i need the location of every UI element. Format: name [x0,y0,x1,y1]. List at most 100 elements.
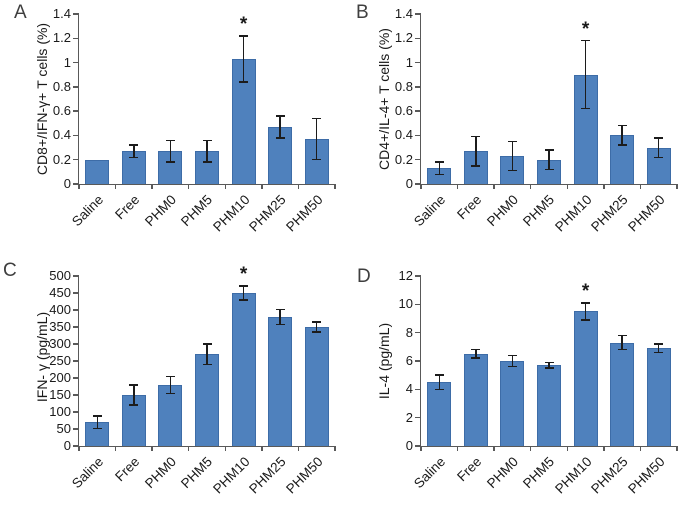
x-tick-label: PHM50 [624,192,668,235]
y-tick-mark [73,110,79,112]
y-tick-mark [415,388,421,391]
error-bar-cap [312,158,322,161]
y-tick-label: 0.2 [52,151,71,167]
significance-asterisk: * [239,13,248,35]
x-tick-mark [456,184,459,189]
x-tick-label: PHM25 [588,192,631,235]
x-tick-mark [78,446,80,451]
panel-B: B CD4+/IL-4+ T cells (%) 0 0.2 0.4 0.6 0.8 1 1… [342,0,685,258]
y-tick-mark [73,343,79,345]
error-bar-cap [544,367,554,369]
plot-area: 0 0.2 0.4 0.6 0.8 1 1.2 1.4 Saline Free PHM0 PHM5 PH… [395,6,678,234]
x-tick-mark [151,446,153,451]
y-tick-label: 400 [49,302,71,317]
y-tick-label: 8 [405,324,413,340]
error-bar-cap [654,351,664,354]
bar [195,354,219,446]
error-bar-cap [581,319,591,321]
error-bar-cap [275,115,285,117]
y-tick-mark [73,428,79,430]
error-bar-cap [617,124,627,127]
error-bar-cap [507,354,517,357]
error-bar-cap [471,135,481,138]
panel-C: C IFN- γ (pg/mL) 0 50 100 150 200 250 300 350 40… [0,258,342,515]
y-tick-label: 4 [405,381,413,397]
y-tick-label: 0.4 [52,127,71,143]
x-tick-mark [639,446,642,451]
error-bar-cap [581,107,591,110]
x-tick-label: Saline [68,454,106,492]
panel-letter-C: C [3,260,18,281]
error-bar-line [511,141,514,171]
y-tick-label: 0.8 [394,78,413,94]
x-tick-mark [420,184,422,189]
x-tick-label: Saline [68,192,106,230]
y-tick-label: 150 [49,387,71,402]
y-tick-mark [73,86,79,88]
error-bar-cap [202,343,212,345]
y-tick-mark [415,331,421,334]
y-tick-label: 1.2 [394,30,413,46]
y-tick-mark [73,159,79,161]
error-bar-cap [654,343,664,345]
error-bar-line [475,349,477,359]
y-tick-label: 2 [405,409,413,425]
error-bar-line [548,150,550,170]
y-tick-label: 0.8 [52,78,71,94]
plot-area: 0 0.2 0.4 0.6 0.8 1 1.2 1.4 Saline Free PHM0 PHM5 PH… [53,6,336,234]
error-bar-cap [434,374,444,376]
x-tick-label: Free [454,454,485,485]
y-tick-label: 500 [49,268,71,283]
error-bar-cap [165,139,175,142]
error-bar-line [133,384,135,406]
y-tick-label: 1 [63,54,71,70]
error-bar-cap [312,117,322,120]
bar [427,382,452,446]
error-bar-cap [129,156,139,159]
x-tick-mark [603,184,605,189]
bar [610,342,635,446]
error-bar-line [438,162,441,175]
y-tick-mark [73,183,79,185]
x-tick-mark [78,184,80,189]
error-bar-cap [275,137,285,139]
error-bar-line [621,335,623,350]
error-bar-line [511,355,514,367]
panel-D: D IL-4 (pg/mL) 0 2 4 6 8 10 12 Saline Free PHM0 PH… [342,258,685,515]
x-tick-mark [261,446,263,451]
error-bar-cap [92,427,102,430]
error-bar-line [657,344,660,353]
x-tick-label: Free [112,454,143,485]
significance-asterisk: * [581,280,590,302]
error-bar-cap [275,323,285,326]
error-bar-cap [434,161,444,163]
bar [463,151,488,184]
bar [85,159,110,184]
x-tick-mark [530,184,532,189]
panel-A: A CD8+/IFN-γ+ T cells (%) 0 0.2 0.4 0.6 0.8 1… [0,0,342,258]
y-tick-label: 250 [49,353,71,368]
significance-asterisk: * [239,264,248,286]
x-tick-mark [297,446,300,451]
error-bar-line [133,145,135,158]
x-tick-mark [420,446,422,451]
error-bar-cap [544,168,554,171]
x-tick-mark [530,446,532,451]
bar [268,316,293,446]
error-bar-cap [581,302,591,304]
y-tick-label: 1.4 [394,6,413,21]
y-tick-mark [415,37,421,39]
y-tick-label: 0.6 [394,103,413,119]
x-tick-label: PHM10 [551,192,595,235]
x-tick-label: PHM25 [246,454,289,497]
bar [463,353,488,446]
y-tick-mark [415,275,421,277]
error-bar-cap [434,388,444,391]
x-tick-mark [603,446,605,451]
y-tick-mark [415,61,421,64]
bar [231,293,256,446]
error-bar-cap [129,404,139,406]
x-tick-mark [224,184,226,189]
error-bar-cap [507,140,517,143]
x-tick-label: PHM50 [624,454,668,497]
